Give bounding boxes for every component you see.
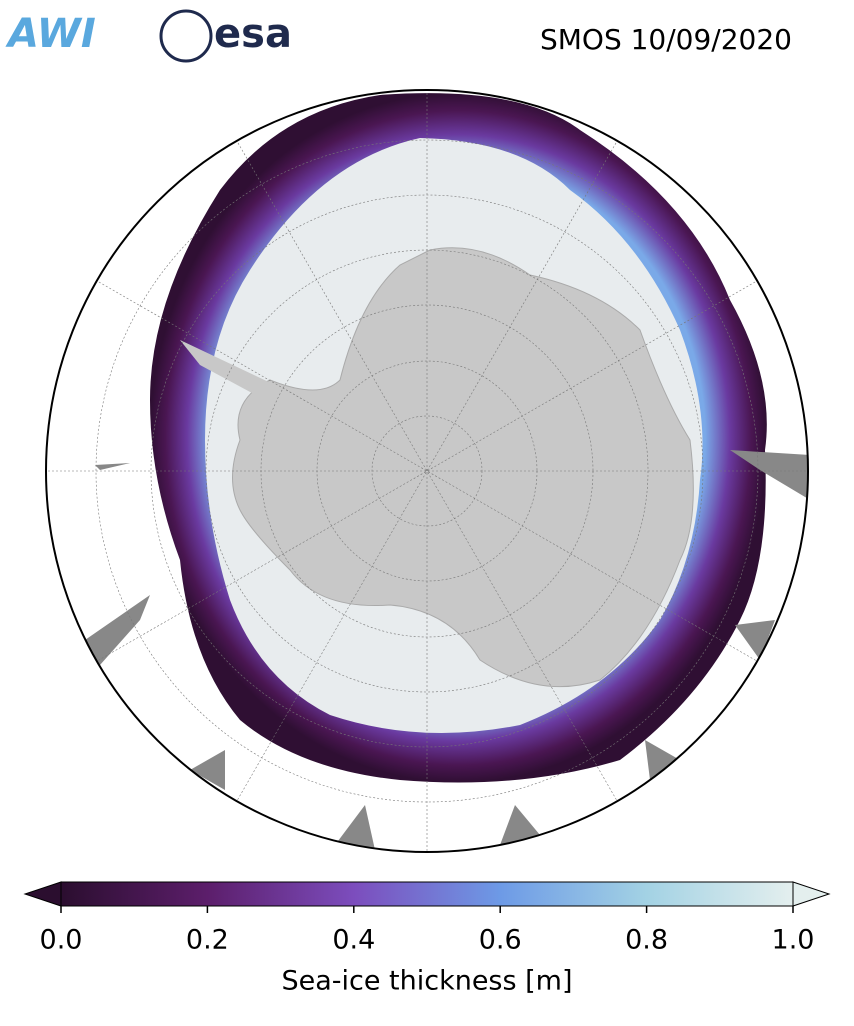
- colorbar-bar: [60, 881, 794, 907]
- colorbar-tick-label: 0.2: [186, 925, 229, 956]
- colorbar: [23, 881, 831, 907]
- colorbar-tick-label: 0.0: [40, 925, 83, 956]
- colorbar-min-extension: [23, 881, 62, 907]
- map-title: SMOS 10/09/2020: [540, 23, 792, 56]
- map-frame: [45, 89, 809, 853]
- graticule: [46, 90, 808, 852]
- colorbar-tick-label: 0.4: [332, 925, 375, 956]
- esa-logo: esa: [214, 11, 292, 57]
- colorbar-tick-label: 1.0: [772, 925, 815, 956]
- colorbar-label: Sea-ice thickness [m]: [281, 966, 572, 997]
- esa-logo-mark: [159, 9, 213, 63]
- awi-logo: AWI: [5, 11, 96, 57]
- colorbar-tick-label: 0.6: [479, 925, 522, 956]
- map-area: [46, 90, 808, 852]
- peninsula: [180, 340, 275, 400]
- colorbar-tick-label: 0.8: [625, 925, 668, 956]
- colorbar-max-extension: [792, 881, 831, 907]
